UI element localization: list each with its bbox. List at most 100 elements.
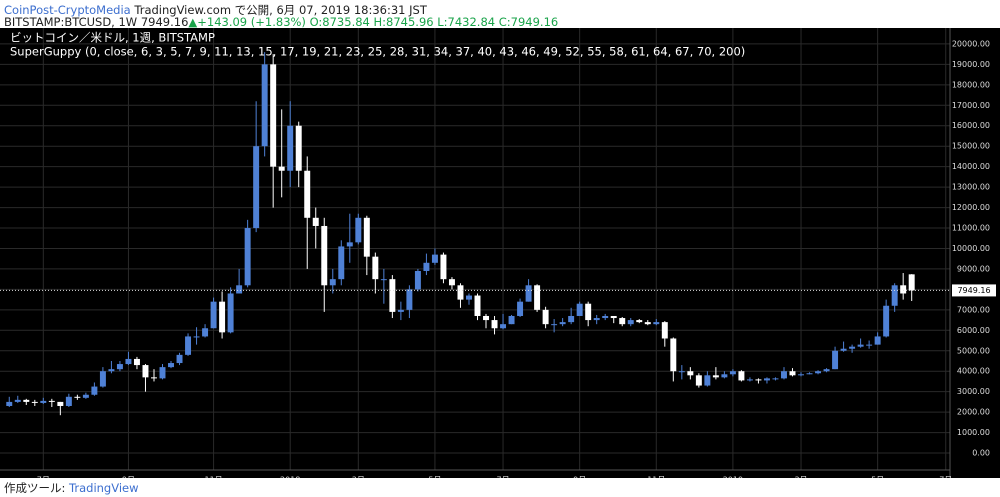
candle-body xyxy=(431,254,438,263)
candle-body xyxy=(253,146,260,229)
x-tick-label: 11月 xyxy=(204,476,222,479)
candle-body xyxy=(278,166,285,171)
candle-body xyxy=(508,315,515,325)
candle-body xyxy=(40,400,47,403)
y-tick-label: 20000.00 xyxy=(952,39,990,48)
candle-body xyxy=(729,371,736,375)
candle-body xyxy=(23,399,30,402)
candle-body xyxy=(823,369,830,372)
candle-body xyxy=(14,399,21,402)
y-tick-label: 19000.00 xyxy=(952,60,990,69)
x-tick-label: 5月 xyxy=(428,476,441,479)
candle-body xyxy=(840,348,847,351)
last: 7949.16 xyxy=(140,15,189,29)
candle-body xyxy=(457,285,464,300)
price-label-box xyxy=(952,284,996,297)
chart-background xyxy=(0,28,1000,478)
candle-body xyxy=(695,375,702,386)
y-tick-label: 18000.00 xyxy=(952,80,990,89)
candle-body xyxy=(551,324,558,326)
y-tick-label: 12000.00 xyxy=(952,203,990,212)
candle-body xyxy=(57,401,64,406)
candle-body xyxy=(270,64,277,167)
candle-body xyxy=(627,320,634,325)
candle-body xyxy=(610,315,617,319)
candle-body xyxy=(559,322,566,325)
y-tick-label: 16000.00 xyxy=(952,121,990,130)
legend-line: ビットコイン／米ドル, 1週, BITSTAMP xyxy=(10,31,215,45)
y-tick-label: 1000.00 xyxy=(957,428,990,437)
candle-body xyxy=(712,375,719,378)
chart: ビットコイン／米ドル, 1週, BITSTAMP SuperGuppy (0, … xyxy=(0,28,1000,478)
candle-body xyxy=(389,279,396,312)
candle-body xyxy=(380,279,387,281)
candle-body xyxy=(82,394,89,398)
candle-body xyxy=(653,322,660,325)
candle-body xyxy=(755,379,762,381)
candle-body xyxy=(236,285,243,294)
candle-body xyxy=(678,371,685,373)
candle-body xyxy=(321,225,328,286)
candle-body xyxy=(815,371,822,374)
candle-body xyxy=(99,371,106,387)
candle-body xyxy=(244,228,251,286)
candle-body xyxy=(91,386,98,395)
x-tick-label: 9月 xyxy=(573,476,586,479)
y-tick-label: 15000.00 xyxy=(952,142,990,151)
candle-body xyxy=(202,328,209,337)
y-tick-label: 10000.00 xyxy=(952,244,990,253)
candle-body xyxy=(602,315,609,319)
made-with: 作成ツール: xyxy=(4,481,66,495)
candle-body xyxy=(517,301,524,316)
y-tick-label: 9000.00 xyxy=(957,264,990,273)
candle-body xyxy=(414,270,421,290)
x-tick-label: 7月 xyxy=(939,476,952,479)
candle-body xyxy=(483,315,489,321)
candle-body xyxy=(746,379,753,381)
x-tick-label: 2019 xyxy=(723,476,743,479)
symbol-line: BITSTAMP:BTCUSD, 1W 7949.16▲+143.09 (+1.… xyxy=(4,15,558,29)
candle-body xyxy=(883,305,890,337)
candle-body xyxy=(312,217,319,226)
candle-body xyxy=(295,125,302,171)
candle-body xyxy=(423,262,430,271)
symbol: BITSTAMP:BTCUSD, 1W xyxy=(4,15,138,29)
y-tick-label: 17000.00 xyxy=(952,101,990,110)
candle-body xyxy=(500,324,507,329)
candle-body xyxy=(542,309,549,325)
candle-body xyxy=(116,364,123,370)
y-tick-label: 6000.00 xyxy=(957,326,990,335)
candle-body xyxy=(900,285,907,294)
candle-body xyxy=(151,377,157,379)
candle-body xyxy=(593,318,600,321)
candle-body xyxy=(781,371,787,379)
candle-body xyxy=(338,246,345,280)
candle-body xyxy=(491,320,498,329)
candle-body xyxy=(219,301,226,333)
y-tick-label: 14000.00 xyxy=(952,162,990,171)
candle-body xyxy=(133,358,140,366)
candle-body xyxy=(440,254,447,280)
candle-body xyxy=(857,344,864,347)
footer: 作成ツール: TradingView xyxy=(4,480,139,496)
legend-line: SuperGuppy (0, close, 6, 3, 5, 7, 9, 11,… xyxy=(10,45,745,59)
candle-body xyxy=(363,217,370,257)
candle-body xyxy=(159,367,166,379)
y-tick-label: 4000.00 xyxy=(957,367,990,376)
candle-body xyxy=(738,371,745,381)
x-tick-label: 2018 xyxy=(280,476,300,479)
candle-body xyxy=(210,301,217,329)
y-tick-label: 13000.00 xyxy=(952,183,990,192)
publisher[interactable]: CoinPost-CryptoMedia xyxy=(4,3,131,17)
brand[interactable]: TradingView xyxy=(69,481,139,495)
y-tick-label: 5000.00 xyxy=(957,346,990,355)
x-tick-label: 3月 xyxy=(352,476,365,479)
candle-body xyxy=(891,285,898,306)
candle-body xyxy=(108,369,115,372)
candle-body xyxy=(636,320,643,323)
candle-body xyxy=(355,217,362,243)
candle-body xyxy=(193,336,200,338)
y-tick-label: 0.00 xyxy=(972,449,990,458)
candle-body xyxy=(670,338,677,372)
